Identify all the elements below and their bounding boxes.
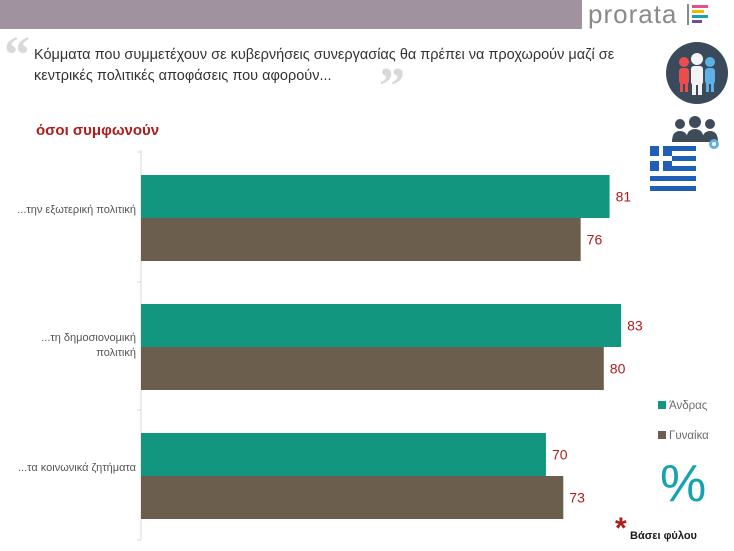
greek-flag-icon [650,146,696,192]
value-label-men-2: 70 [552,447,568,463]
category-label-foreign-policy: ...την εξωτερική πολιτική [17,204,136,216]
value-label-men-1: 83 [627,318,643,334]
bar-men-0 [141,175,610,218]
chart-subtitle: όσοι συμφωνούν [36,122,160,139]
logo-divider [687,4,689,25]
value-label-women-0: 76 [587,232,603,248]
logo-stripes-icon [692,5,708,24]
value-label-women-2: 73 [569,490,585,506]
legend-swatch-men [658,401,666,409]
legend-item-men: Άνδρας [658,400,707,412]
category-label-social-issues: ...τα κοινωνικά ζητήματα [18,462,136,474]
legend-item-women: Γυναίκα [658,430,709,442]
brand-name: prorata [588,0,678,29]
basis-note: Βάσει φύλου [630,530,697,542]
bar-women-0 [141,218,581,261]
value-label-men-0: 81 [616,189,632,205]
legend-label-men: Άνδρας [669,400,708,412]
legend-swatch-women [658,431,666,439]
category-label-fiscal-policy: ...τη δημοσιονομική πολιτική [41,332,136,359]
percent-icon: % [660,455,707,513]
value-label-women-1: 80 [610,361,626,377]
quote-close-icon: ” [379,58,405,115]
brand-logo: prorata [582,0,734,29]
bar-men-1 [141,304,622,347]
bar-women-2 [141,476,564,519]
survey-question: Κόμματα που συμμετέχουν σε κυβερνήσεις σ… [34,47,615,84]
bar-women-1 [141,347,604,390]
quote-open-icon: “ [4,27,30,84]
asterisk-icon: * [615,512,627,545]
legend-label-women: Γυναίκα [669,430,709,442]
people-group-icon [666,42,728,104]
bar-men-2 [141,433,546,476]
users-gear-icon [668,116,722,150]
